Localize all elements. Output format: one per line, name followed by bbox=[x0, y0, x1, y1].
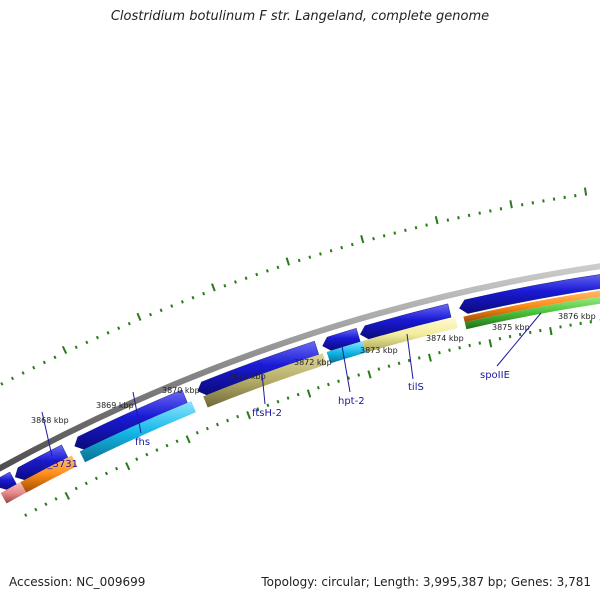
gene-callout-lines bbox=[41, 312, 542, 457]
kbp-label: 3875 kbp bbox=[492, 323, 530, 332]
kbp-scale-labels: 3868 kbp 3869 kbp 3870 kbp 3871 kbp 3872… bbox=[31, 312, 596, 425]
outer-tick-marks bbox=[0, 187, 588, 386]
kbp-label: 3876 kbp bbox=[558, 312, 596, 321]
gene-label-tils: tilS bbox=[408, 382, 424, 393]
inner-tick-marks bbox=[24, 318, 600, 517]
kbp-label: 3872 kbp bbox=[294, 358, 332, 367]
gene-labels: CLI_3731 fhs ftsH-2 hpt-2 tilS spoIIE bbox=[32, 370, 510, 470]
gene-label-cli-3731: CLI_3731 bbox=[32, 459, 78, 470]
gene-label-ftsh-2: ftsH-2 bbox=[252, 408, 282, 419]
kbp-label: 3871 kbp bbox=[228, 372, 266, 381]
map-title: Clostridium botulinum F str. Langeland, … bbox=[110, 9, 490, 24]
kbp-label: 3873 kbp bbox=[360, 346, 398, 355]
feature-tracks bbox=[0, 274, 600, 504]
kbp-label: 3869 kbp bbox=[96, 401, 134, 410]
kbp-label: 3874 kbp bbox=[426, 334, 464, 343]
topology-text: Topology: circular; Length: 3,995,387 bp… bbox=[261, 575, 591, 589]
accession-text: Accession: NC_009699 bbox=[9, 575, 146, 589]
gene-label-hpt-2: hpt-2 bbox=[338, 396, 365, 407]
kbp-label: 3868 kbp bbox=[31, 416, 69, 425]
kbp-label: 3870 kbp bbox=[162, 386, 200, 395]
gene-label-fhs: fhs bbox=[135, 437, 150, 448]
gene-label-spoiie: spoIIE bbox=[480, 370, 510, 381]
